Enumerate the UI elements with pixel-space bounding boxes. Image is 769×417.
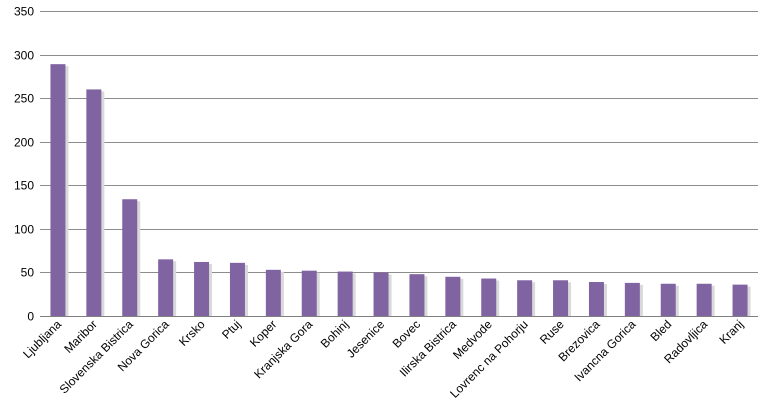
bar-kranj	[732, 284, 748, 316]
bar-ilirska-bistrica	[445, 276, 461, 316]
bar-jesenice	[373, 272, 389, 316]
x-category-label: Ruse	[537, 317, 567, 347]
bar-ljubljana	[50, 64, 66, 317]
bar-lovrenc-na-pohorju	[517, 280, 533, 316]
bar-kranjska-gora	[301, 270, 317, 316]
bar-ivancna-gorica	[624, 282, 640, 316]
bar-ptuj	[229, 262, 245, 316]
y-tick-label: 0	[27, 310, 34, 324]
x-category-label: Bled	[647, 317, 674, 344]
x-category-label: Ptuj	[219, 317, 244, 342]
bars	[50, 64, 751, 317]
bar-medvode	[481, 278, 497, 316]
bar-bled	[660, 283, 676, 316]
y-axis-tick-labels: 0 50 100 150 200 250 300 350	[14, 5, 34, 324]
bar-radovljica	[696, 283, 712, 316]
y-tick-label: 150	[14, 179, 34, 193]
x-category-label: Jesenice	[344, 317, 388, 361]
x-category-label: Kranj	[716, 317, 746, 347]
y-tick-label: 350	[14, 5, 34, 19]
gridlines	[40, 11, 758, 273]
y-tick-label: 300	[14, 49, 34, 63]
y-tick-label: 200	[14, 136, 34, 150]
bar-slovenska-bistrica	[122, 199, 138, 316]
bar-ruse	[553, 280, 569, 316]
y-tick-label: 250	[14, 92, 34, 106]
bar-nova-gorica	[158, 259, 174, 316]
bar-koper	[265, 269, 281, 316]
bar-krsko	[194, 261, 210, 316]
x-category-label: Bovec	[390, 317, 423, 350]
bar-bohinj	[337, 271, 353, 316]
bar-bovec	[409, 274, 425, 316]
x-category-label: Bohinj	[318, 317, 351, 350]
bar-maribor	[86, 89, 102, 316]
bar-brezovica	[588, 282, 604, 316]
y-tick-label: 50	[21, 266, 35, 280]
x-category-label: Koper	[247, 317, 280, 350]
y-tick-label: 100	[14, 223, 34, 237]
x-category-label: Krsko	[176, 317, 208, 349]
x-category-label: Ljubljana	[20, 317, 64, 361]
